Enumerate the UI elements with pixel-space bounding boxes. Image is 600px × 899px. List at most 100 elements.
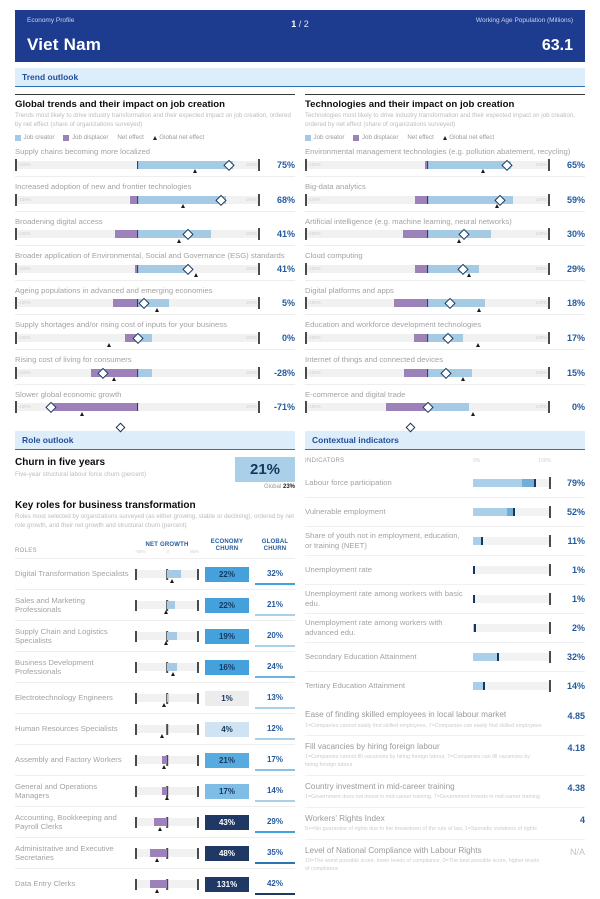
trend-item: Rising cost of living for consumers-100%… — [15, 350, 295, 385]
indicator-row: Share of youth not in employment, educat… — [305, 526, 585, 555]
bar-scale-min: -100% — [308, 300, 321, 305]
global-net-effect-marker — [80, 412, 84, 416]
score-value: 4 — [551, 814, 585, 825]
indicator-bar-track — [473, 479, 551, 487]
global-churn-value: 17% — [267, 755, 283, 764]
legend-job-displacer-icon — [353, 135, 359, 141]
indicator-end-tick — [549, 651, 551, 663]
trend-label: E-commerce and digital trade — [305, 390, 585, 400]
global-net-effect-marker — [461, 377, 465, 381]
global-net-effect-marker — [477, 308, 481, 312]
net-growth-track — [135, 849, 199, 857]
growth-right-tick — [197, 879, 199, 890]
bar-scale-min: -100% — [308, 335, 321, 340]
legend-item: Job displacer — [353, 134, 398, 141]
global-net-effect-marker — [471, 412, 475, 416]
indicator-value: 14% — [557, 681, 585, 691]
score-row: Level of National Compliance with Labour… — [305, 839, 585, 879]
indicator-name: Secondary Education Attainment — [305, 652, 467, 662]
net-growth-bar — [167, 601, 175, 609]
global-churn: 29% — [255, 811, 295, 833]
bar-left-tick — [15, 401, 17, 413]
indicator-value-tick — [513, 508, 515, 516]
trend-bar-track: -100%100% — [305, 299, 550, 307]
job-creator-bar — [138, 230, 212, 238]
legend-item: Global net effect — [153, 134, 204, 141]
role-name: Digital Transformation Specialists — [15, 569, 129, 579]
role-name: Sales and Marketing Professionals — [15, 596, 129, 615]
indicator-name: Unemployment rate — [305, 565, 467, 575]
header-kicker: Economy Profile — [27, 17, 209, 24]
bar-zero-line — [427, 265, 429, 273]
bar-scale-max: 100% — [246, 335, 257, 340]
trend-label: Broadening digital access — [15, 217, 295, 227]
score-scale-note: 10=The worst possible score, lower level… — [305, 858, 543, 874]
legend-item: Global net effect — [443, 134, 494, 141]
global-churn-value: 24% — [267, 662, 283, 671]
churn-block: Churn in five years Five-year structural… — [15, 450, 295, 494]
role-name: Assembly and Factory Workers — [15, 755, 129, 765]
global-churn-value: 13% — [267, 693, 283, 702]
global-net-effect-marker — [193, 169, 197, 173]
global-churn-underline — [255, 676, 295, 679]
trend-label: Increased adoption of new and frontier t… — [15, 182, 295, 192]
global-net-growth-marker — [164, 641, 168, 645]
net-growth-bar — [150, 849, 167, 857]
bar-left-tick — [305, 401, 307, 413]
band-trend-outlook: Trend outlook — [15, 68, 585, 87]
global-net-growth-marker — [155, 889, 159, 893]
economy-profile-page: Economy Profile Viet Nam 1 / 2 Working A… — [15, 0, 585, 899]
trend-bar-track: -100%100% — [15, 230, 260, 238]
economy-churn-badge: 17% — [205, 784, 249, 799]
bar-scale-max: 100% — [246, 162, 257, 167]
bar-right-tick — [258, 367, 260, 379]
legend-label: Job displacer — [72, 134, 108, 141]
trend-item: Artificial intelligence (e.g. machine le… — [305, 212, 585, 247]
trend-item: Digital platforms and apps-100%100%18% — [305, 281, 585, 316]
global-churn: 20% — [255, 625, 295, 647]
legend-label: Job creator — [314, 134, 345, 141]
bar-right-tick — [548, 401, 550, 413]
indicator-bar-track — [473, 624, 551, 632]
bar-zero-line — [137, 161, 139, 169]
growth-scale-max: 50% — [190, 549, 199, 554]
bar-zero-line — [137, 299, 139, 307]
net-effect-value: 17% — [555, 333, 585, 343]
trend-bar-track: -100%100% — [15, 265, 260, 273]
bar-left-tick — [305, 367, 307, 379]
page-title: Viet Nam — [27, 35, 209, 55]
indicator-bar-track — [473, 653, 551, 661]
global-churn: 14% — [255, 780, 295, 802]
trend-column: Technologies and their impact on job cre… — [305, 94, 585, 418]
net-growth-track — [135, 818, 199, 826]
role-outlook-column: Role outlook Churn in five years Five-ye… — [15, 425, 295, 899]
bar-scale-min: -100% — [18, 231, 31, 236]
scale-min: 0% — [473, 458, 480, 464]
trend-label: Ageing populations in advanced and emerg… — [15, 286, 295, 296]
bar-zero-line — [137, 265, 139, 273]
indicator-value-tick — [483, 682, 485, 690]
net-effect-value: 18% — [555, 298, 585, 308]
global-net-effect-marker — [107, 343, 111, 347]
bar-right-tick — [548, 228, 550, 240]
net-effect-value: 0% — [555, 402, 585, 412]
bar-right-tick — [548, 332, 550, 344]
bar-scale-min: -100% — [308, 370, 321, 375]
global-net-effect-marker — [181, 204, 185, 208]
net-effect-value: 75% — [265, 160, 295, 170]
global-churn: 32% — [255, 563, 295, 585]
indicator-row: Unemployment rate among workers with adv… — [305, 613, 585, 642]
score-row: Ease of finding skilled employees in loc… — [305, 704, 585, 735]
global-churn: 13% — [255, 687, 295, 709]
role-name: Business Development Professionals — [15, 658, 129, 677]
role-name: Supply Chain and Logistics Specialists — [15, 627, 129, 646]
growth-right-tick — [197, 817, 199, 828]
bar-scale-max: 100% — [536, 162, 547, 167]
